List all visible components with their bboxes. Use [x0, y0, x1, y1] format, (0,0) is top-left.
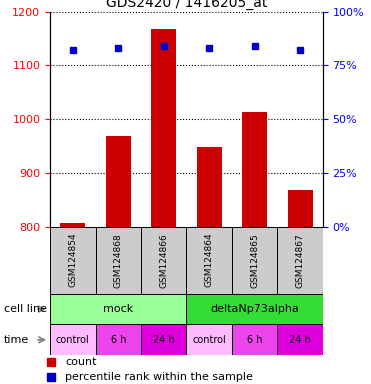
- Text: control: control: [56, 335, 90, 345]
- Bar: [278, 324, 323, 355]
- Bar: [50, 324, 96, 355]
- Text: 6 h: 6 h: [247, 335, 262, 345]
- Bar: [50, 294, 187, 324]
- Text: percentile rank within the sample: percentile rank within the sample: [65, 372, 253, 382]
- Text: GSM124865: GSM124865: [250, 233, 259, 288]
- Bar: [187, 227, 232, 294]
- Text: GSM124866: GSM124866: [159, 233, 168, 288]
- Bar: [232, 227, 278, 294]
- Text: 24 h: 24 h: [153, 335, 175, 345]
- Bar: [278, 227, 323, 294]
- Bar: [106, 136, 131, 227]
- Text: control: control: [192, 335, 226, 345]
- Text: time: time: [4, 335, 29, 345]
- Text: deltaNp73alpha: deltaNp73alpha: [210, 304, 299, 314]
- Bar: [96, 227, 141, 294]
- Text: count: count: [65, 358, 96, 367]
- Text: mock: mock: [103, 304, 134, 314]
- Bar: [197, 147, 221, 227]
- Bar: [232, 324, 278, 355]
- Bar: [151, 29, 176, 227]
- Bar: [187, 324, 232, 355]
- Bar: [60, 223, 85, 227]
- Text: 24 h: 24 h: [289, 335, 311, 345]
- Text: 6 h: 6 h: [111, 335, 126, 345]
- Bar: [242, 112, 267, 227]
- Bar: [50, 227, 96, 294]
- Bar: [141, 324, 187, 355]
- Text: GSM124854: GSM124854: [68, 233, 77, 288]
- Bar: [288, 190, 312, 227]
- Text: GSM124864: GSM124864: [205, 233, 214, 288]
- Text: GSM124867: GSM124867: [296, 233, 305, 288]
- Title: GDS2420 / 1416205_at: GDS2420 / 1416205_at: [106, 0, 267, 10]
- Text: cell line: cell line: [4, 304, 47, 314]
- Text: GSM124868: GSM124868: [114, 233, 123, 288]
- Bar: [187, 294, 323, 324]
- Bar: [96, 324, 141, 355]
- Bar: [141, 227, 187, 294]
